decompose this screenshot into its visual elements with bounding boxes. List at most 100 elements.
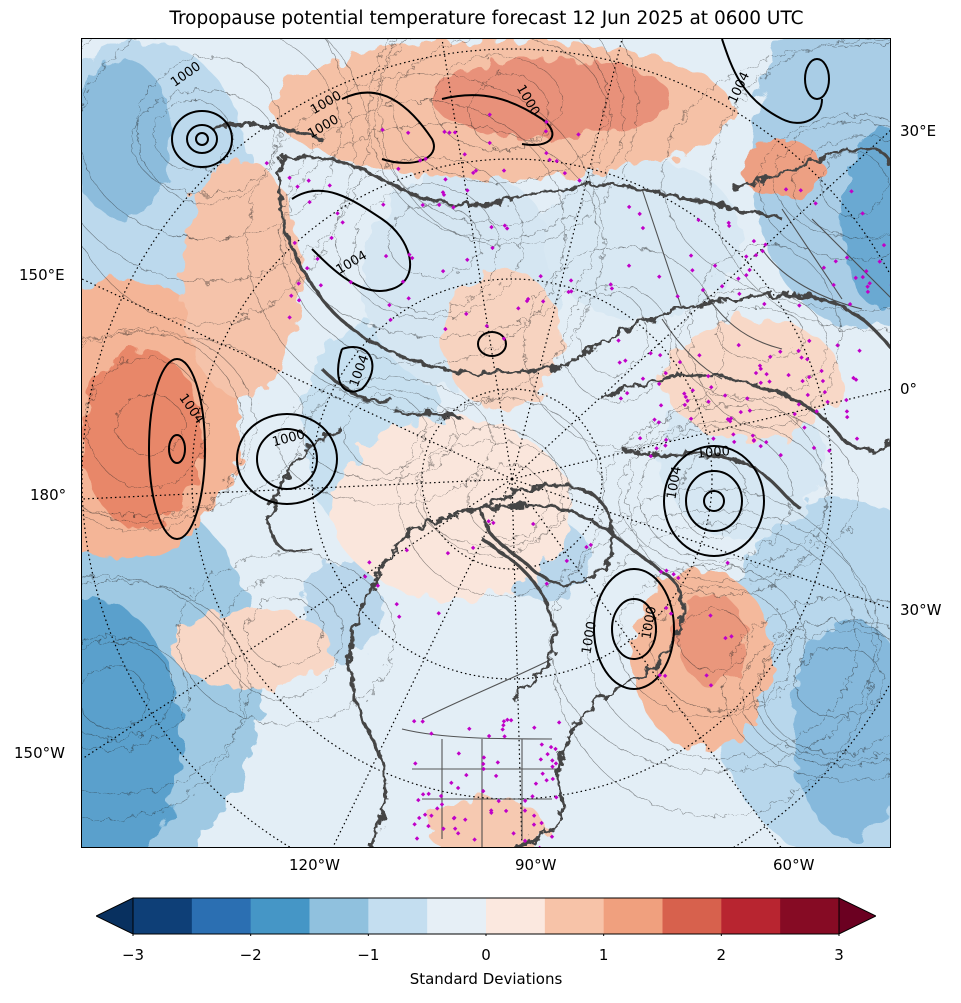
station-marker — [725, 560, 730, 566]
station-marker — [463, 817, 468, 822]
colorbar-cell — [250, 898, 310, 934]
station-marker — [481, 761, 486, 767]
station-marker — [729, 634, 734, 639]
station-marker — [750, 433, 756, 438]
theta-contour — [793, 647, 884, 718]
station-marker — [827, 448, 832, 453]
theta-contour — [562, 284, 672, 403]
station-marker — [455, 785, 461, 791]
colorbar-tick-label: 1 — [598, 946, 609, 964]
station-marker — [807, 338, 812, 344]
station-marker — [412, 822, 417, 827]
theta-contour — [368, 39, 623, 241]
station-marker — [584, 544, 589, 550]
station-marker — [417, 815, 422, 821]
station-marker — [306, 178, 311, 183]
theta-contour — [82, 331, 244, 532]
station-marker — [449, 780, 454, 786]
station-marker — [307, 199, 312, 205]
station-marker — [445, 550, 451, 556]
station-marker — [489, 808, 494, 813]
station-marker — [436, 202, 442, 208]
theta-contour — [586, 523, 858, 759]
station-marker — [640, 376, 646, 381]
station-marker — [778, 349, 783, 354]
station-marker — [844, 255, 850, 260]
station-marker — [410, 255, 415, 261]
station-marker — [502, 223, 508, 228]
station-marker — [663, 443, 668, 448]
station-marker — [429, 731, 434, 736]
station-marker — [531, 822, 537, 827]
country-borders — [401, 188, 890, 847]
station-marker — [851, 375, 856, 381]
station-marker — [857, 348, 862, 353]
station-marker — [744, 254, 749, 259]
station-marker — [264, 160, 269, 166]
station-marker — [440, 268, 446, 274]
theta-contour — [639, 426, 793, 562]
station-marker — [504, 226, 510, 231]
colorbar-tick-label: 2 — [716, 946, 727, 964]
lon-label-60w: 60°W — [773, 856, 815, 874]
theta-contours — [82, 39, 890, 821]
theta-contour — [247, 73, 604, 412]
station-marker — [767, 379, 772, 384]
station-marker — [753, 370, 759, 376]
station-marker — [706, 399, 711, 404]
station-marker — [626, 204, 632, 210]
contour-label: 1000 — [579, 620, 600, 655]
station-marker — [318, 283, 324, 288]
station-marker — [664, 568, 669, 573]
station-marker — [380, 127, 385, 133]
station-marker — [394, 601, 399, 607]
station-marker — [799, 355, 804, 360]
colorbar-extend-low — [96, 897, 134, 935]
station-marker — [516, 306, 521, 311]
theta-contour — [819, 151, 887, 217]
station-marker — [503, 808, 509, 814]
station-marker — [683, 394, 688, 400]
map-panel[interactable]: 1000 1000 1000 1000 1004 1004 1004 1004 … — [81, 38, 891, 848]
station-marker — [544, 150, 549, 156]
theta-contour — [82, 640, 175, 740]
station-marker — [489, 810, 494, 815]
station-marker — [706, 373, 711, 379]
theta-contour — [82, 39, 353, 324]
station-marker — [618, 396, 624, 401]
station-marker — [805, 357, 810, 362]
theta-contour — [754, 630, 890, 760]
coastlines — [211, 123, 890, 847]
colorbar-cell — [191, 898, 252, 934]
station-marker — [490, 245, 495, 251]
station-marker — [663, 437, 669, 443]
station-marker — [682, 391, 687, 396]
station-marker — [763, 242, 768, 247]
station-marker — [530, 794, 535, 799]
station-marker — [722, 393, 728, 398]
colorbar-tick-label: 3 — [834, 946, 844, 964]
station-marker — [656, 420, 661, 425]
station-marker — [554, 795, 559, 800]
station-marker — [411, 718, 417, 724]
station-marker — [413, 761, 418, 766]
theta-contour — [379, 39, 638, 247]
lon-label-150w: 150°W — [14, 744, 65, 762]
station-marker — [440, 190, 446, 195]
station-marker — [481, 766, 486, 772]
station-marker — [849, 189, 854, 194]
station-marker — [522, 808, 528, 813]
station-marker — [682, 402, 688, 408]
station-marker — [568, 278, 574, 283]
station-marker — [675, 294, 680, 299]
station-marker — [763, 439, 769, 445]
station-marker — [723, 635, 728, 641]
lon-label-150e: 150°E — [19, 266, 65, 284]
station-marker — [501, 723, 506, 728]
station-marker — [758, 443, 763, 449]
station-marker — [442, 129, 447, 135]
station-marker — [489, 224, 494, 230]
colorbar-tick-label: −2 — [239, 946, 262, 964]
theta-contour — [82, 637, 190, 750]
theta-contour — [421, 426, 564, 556]
